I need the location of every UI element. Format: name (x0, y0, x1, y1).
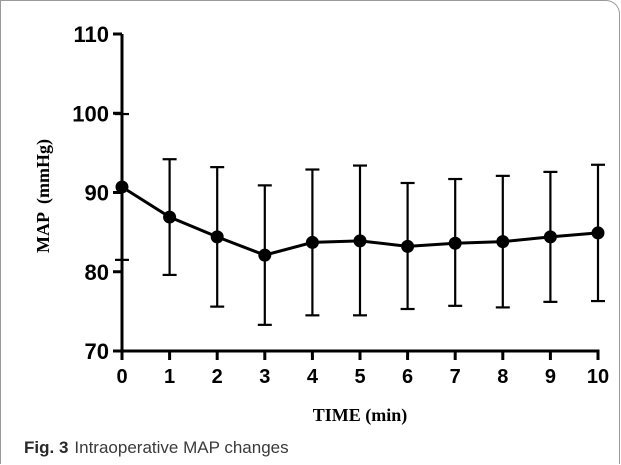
y-tick-label: 100 (72, 101, 109, 126)
data-point (115, 180, 129, 194)
data-point (448, 236, 462, 250)
x-tick-label: 7 (450, 366, 461, 388)
data-point (163, 210, 177, 224)
data-point (210, 230, 224, 244)
y-axis-label: MAP (mmHg) (33, 139, 54, 253)
series-mean-map (115, 180, 605, 262)
x-axis-label: TIME (min) (313, 405, 408, 426)
x-tick-label: 9 (545, 366, 556, 388)
x-tick-label: 4 (307, 366, 319, 388)
data-point (401, 239, 415, 253)
y-axis-ticks: 70 80 90 100 110 (72, 22, 122, 364)
x-tick-label: 6 (402, 366, 413, 388)
data-point (353, 234, 367, 248)
data-point (258, 248, 272, 262)
data-point (496, 235, 510, 249)
x-axis-ticks: 0 1 2 3 4 5 6 7 8 9 10 (116, 351, 609, 388)
x-tick-label: 2 (212, 366, 223, 388)
y-tick-label: 110 (74, 22, 110, 47)
y-tick-label: 70 (85, 339, 109, 364)
data-point (305, 235, 319, 249)
error-bars (115, 112, 605, 326)
map-line-chart: 70 80 90 100 110 0 1 2 3 4 5 6 7 8 9 10 TIME (min) MAP… (33, 22, 609, 426)
figure-caption-text: Intraoperative MAP changes (74, 438, 289, 457)
data-point (591, 226, 605, 240)
x-tick-label: 1 (164, 366, 175, 388)
x-tick-label: 3 (259, 366, 270, 388)
x-tick-label: 8 (497, 366, 508, 388)
x-tick-label: 10 (587, 366, 609, 388)
y-tick-label: 80 (85, 260, 109, 285)
data-point (543, 230, 557, 244)
x-tick-label: 5 (354, 366, 365, 388)
figure-label: Fig. 3 (24, 438, 69, 457)
y-tick-label: 90 (85, 181, 109, 206)
figure-caption: Fig. 3 Intraoperative MAP changes (24, 438, 289, 458)
x-tick-label: 0 (116, 366, 127, 388)
